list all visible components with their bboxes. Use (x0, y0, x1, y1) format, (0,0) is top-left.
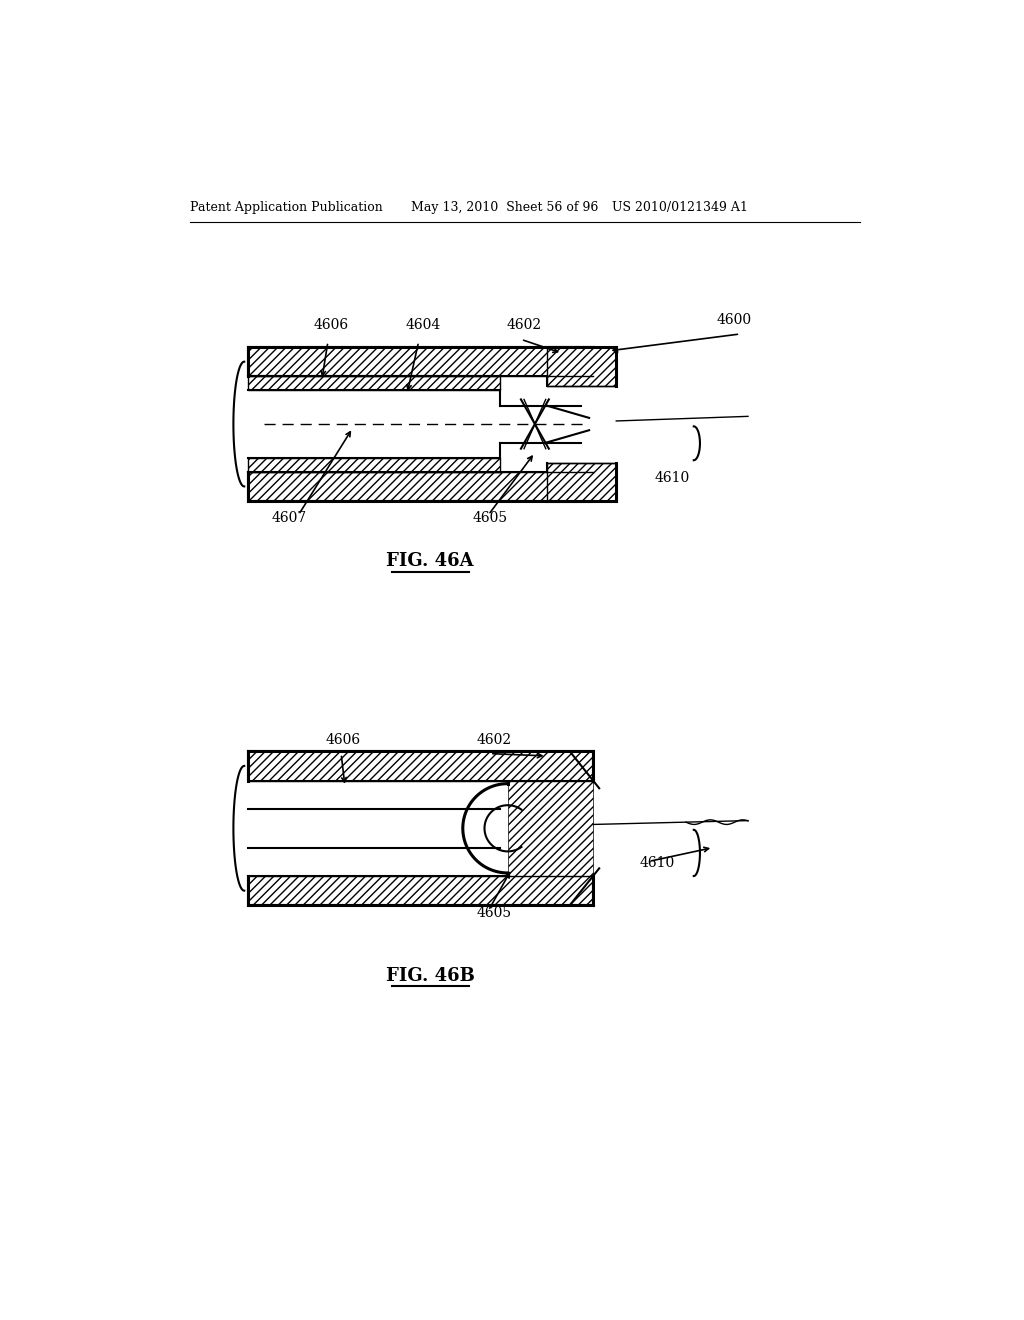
Text: US 2010/0121349 A1: US 2010/0121349 A1 (612, 201, 749, 214)
Text: 4602: 4602 (506, 318, 542, 333)
Bar (248, 876, 593, 906)
Text: 4605: 4605 (477, 906, 512, 920)
Text: May 13, 2010  Sheet 56 of 96: May 13, 2010 Sheet 56 of 96 (411, 201, 598, 214)
Bar (508, 780, 593, 876)
Text: FIG. 46B: FIG. 46B (386, 966, 475, 985)
Bar (248, 458, 500, 471)
Text: Patent Application Publication: Patent Application Publication (190, 201, 383, 214)
Bar (248, 347, 593, 376)
Text: 4607: 4607 (271, 511, 306, 525)
Bar (248, 471, 593, 502)
Text: 4610: 4610 (655, 471, 690, 484)
Text: 4600: 4600 (717, 313, 752, 327)
Text: 4606: 4606 (326, 733, 360, 747)
Bar (248, 751, 593, 780)
Text: 4604: 4604 (406, 318, 440, 333)
Text: 4610: 4610 (640, 855, 675, 870)
Bar (248, 376, 500, 391)
Bar (547, 347, 616, 385)
Bar (547, 462, 616, 502)
Text: 4602: 4602 (477, 733, 512, 747)
Text: FIG. 46A: FIG. 46A (386, 553, 474, 570)
Text: 4605: 4605 (473, 511, 508, 525)
Text: 4606: 4606 (314, 318, 349, 333)
